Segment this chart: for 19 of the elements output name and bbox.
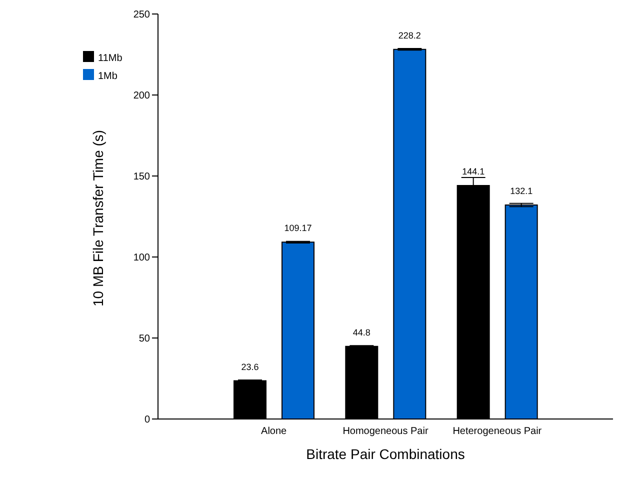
legend-label: 1Mb bbox=[98, 71, 118, 82]
data-label: 44.8 bbox=[352, 327, 370, 338]
x-tick-label: Homogeneous Pair bbox=[342, 426, 429, 438]
data-label: 228.2 bbox=[398, 30, 421, 40]
data-label: 144.1 bbox=[462, 166, 485, 177]
data-label: 132.1 bbox=[510, 186, 533, 196]
y-tick-label: 200 bbox=[133, 90, 150, 102]
legend-label: 11Mb bbox=[98, 53, 122, 64]
x-tick-label: Alone bbox=[261, 426, 288, 438]
x-axis-title: Bitrate Pair Combinations bbox=[306, 446, 465, 462]
data-label: 109.17 bbox=[284, 223, 312, 234]
y-axis-title: 10 MB File Transfer Time (s) bbox=[90, 130, 106, 306]
y-tick-label: 50 bbox=[138, 334, 150, 345]
x-tick-label: Heterogeneous Pair bbox=[452, 426, 542, 438]
y-tick-label: 150 bbox=[133, 172, 150, 183]
y-tick-label: 250 bbox=[133, 10, 150, 21]
y-tick-label: 0 bbox=[144, 414, 150, 426]
y-tick-label: 100 bbox=[133, 252, 150, 264]
data-label: 23.6 bbox=[241, 362, 259, 372]
